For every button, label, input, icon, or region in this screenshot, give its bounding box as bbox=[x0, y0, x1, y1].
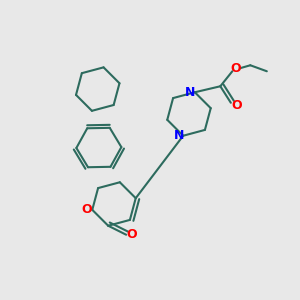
Text: N: N bbox=[173, 129, 184, 142]
Text: N: N bbox=[185, 86, 196, 99]
Text: O: O bbox=[126, 228, 137, 241]
Text: O: O bbox=[231, 99, 242, 112]
Text: O: O bbox=[231, 62, 241, 75]
Text: O: O bbox=[82, 203, 92, 216]
